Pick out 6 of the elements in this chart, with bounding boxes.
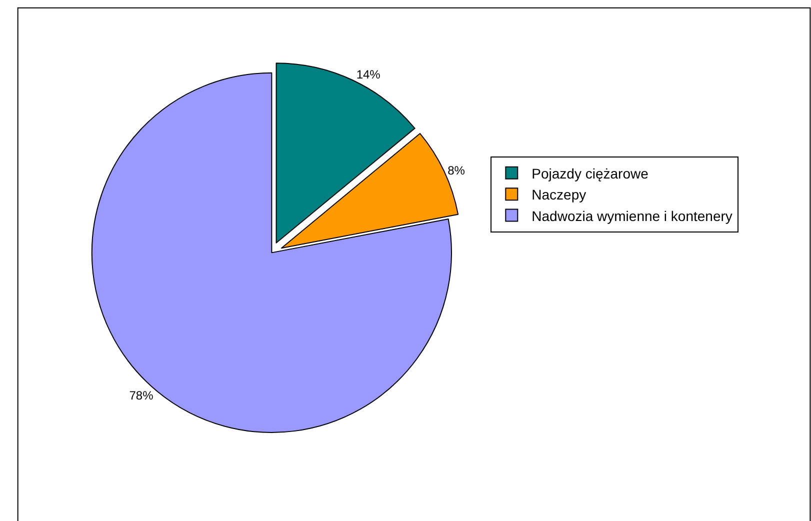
legend-label: Naczepy: [532, 186, 586, 203]
data-label: 8%: [448, 163, 466, 178]
data-label: 78%: [129, 388, 154, 402]
data-label: 14%: [356, 68, 381, 82]
legend-label: Pojazdy ciężarowe: [532, 165, 649, 182]
legend-label: Nadwozia wymienne i kontenery: [532, 208, 732, 224]
